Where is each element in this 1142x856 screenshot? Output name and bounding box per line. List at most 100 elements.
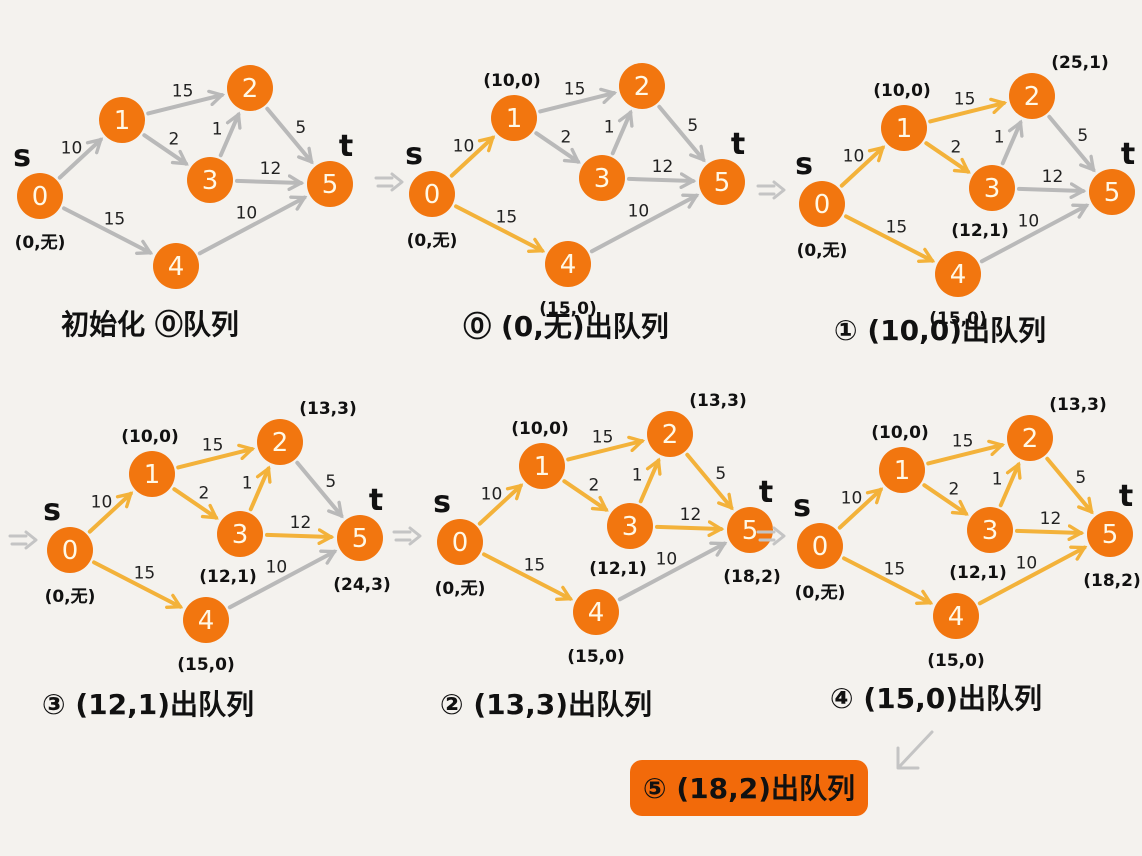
node-4: 4	[573, 589, 619, 635]
node-distance-label-2: (25,1)	[1051, 53, 1108, 73]
node-label: 3	[202, 166, 219, 196]
edge-1-2	[176, 443, 256, 470]
edge-0-4	[454, 204, 546, 254]
node-label: 1	[534, 452, 551, 482]
edge-weight-0-4: 15	[104, 210, 126, 230]
final-caption-box: ⑤ (18,2)出队列	[630, 760, 868, 816]
edge-4-5	[197, 195, 308, 256]
edge-3-2	[638, 457, 662, 504]
node-label: 4	[198, 606, 215, 636]
node-distance-label-4: (15,0)	[927, 651, 984, 671]
edge-3-2	[998, 461, 1022, 508]
edge-3-2	[610, 109, 634, 156]
transition-arrow-to-final	[896, 730, 934, 770]
edge-3-5	[234, 174, 305, 192]
node-0: 0	[17, 173, 63, 219]
node-distance-label-5: (18,2)	[723, 567, 780, 587]
edge-weight-2-5: 5	[1075, 468, 1086, 488]
node-0: 0	[409, 171, 455, 217]
edge-weight-4-5: 10	[1016, 554, 1038, 574]
node-label: 4	[948, 602, 965, 632]
node-label: 3	[982, 516, 999, 546]
node-label: 3	[622, 512, 639, 542]
panel-caption: ③ (12,1)出队列	[42, 688, 254, 721]
node-distance-label-2: (13,3)	[1049, 395, 1106, 415]
node-circle	[217, 511, 263, 557]
node-label: 5	[352, 524, 369, 554]
node-label: 5	[714, 168, 731, 198]
node-4: 4	[183, 597, 229, 643]
edge-0-1	[57, 137, 104, 180]
edge-weight-3-5: 12	[260, 159, 282, 179]
edge-4-5	[589, 193, 700, 254]
edge-weight-3-2: 1	[212, 119, 223, 139]
edge-weight-2-5: 5	[325, 472, 336, 492]
node-circle	[227, 65, 273, 111]
edge-weight-3-5: 12	[1042, 167, 1064, 187]
node-circle	[437, 519, 483, 565]
source-label: s	[405, 137, 423, 172]
node-circle	[881, 105, 927, 151]
node-distance-label-4: (15,0)	[567, 647, 624, 667]
source-label: s	[793, 489, 811, 524]
node-circle	[1007, 415, 1053, 461]
node-distance-label-2: (13,3)	[299, 399, 356, 419]
node-label: 4	[168, 252, 185, 282]
node-distance-label-4: (15,0)	[929, 309, 986, 329]
node-label: 4	[588, 598, 605, 628]
panel-caption: 初始化 ⓪队列	[61, 308, 239, 341]
node-label: 1	[114, 106, 131, 136]
edge-weight-0-1: 10	[841, 489, 863, 509]
node-circle	[967, 507, 1013, 553]
edge-3-2	[248, 465, 272, 512]
node-label: 5	[1104, 178, 1121, 208]
node-2: 2	[1009, 73, 1055, 119]
node-1: 1	[491, 95, 537, 141]
node-circle	[307, 161, 353, 207]
node-distance-label-4: (15,0)	[539, 299, 596, 319]
node-label: 2	[1024, 82, 1041, 112]
node-3: 3	[969, 165, 1015, 211]
edge-weight-1-2: 15	[592, 427, 614, 447]
node-5: 5	[1089, 169, 1135, 215]
node-0: 0	[797, 523, 843, 569]
node-distance-label-3: (12,1)	[951, 221, 1008, 241]
transition-arrow-2-3	[756, 180, 786, 200]
edge-weight-1-3: 2	[948, 479, 959, 499]
node-distance-label-2: (13,3)	[689, 391, 746, 411]
node-label: 4	[560, 250, 577, 280]
node-circle	[879, 447, 925, 493]
transition-arrow-3-4	[8, 530, 38, 550]
edge-weight-4-5: 10	[1018, 212, 1040, 232]
node-circle	[1087, 511, 1133, 557]
node-2: 2	[257, 419, 303, 465]
edge-weight-3-5: 12	[1040, 509, 1062, 529]
node-label: 2	[242, 74, 259, 104]
edge-weight-4-5: 10	[266, 558, 288, 578]
edge-3-5	[626, 172, 697, 190]
node-label: 1	[896, 114, 913, 144]
node-circle	[409, 171, 455, 217]
transition-arrow-1-2	[374, 172, 404, 192]
node-distance-label-0: (0,无)	[15, 233, 66, 253]
panel-caption: ② (13,3)出队列	[440, 688, 652, 721]
target-label: t	[339, 129, 353, 164]
node-1: 1	[881, 105, 927, 151]
edge-0-4	[844, 214, 936, 264]
node-distance-label-3: (12,1)	[199, 567, 256, 587]
edge-weight-4-5: 10	[236, 204, 258, 224]
node-distance-label-1: (10,0)	[121, 427, 178, 447]
edge-1-2	[146, 89, 226, 116]
node-circle	[579, 155, 625, 201]
node-label: 4	[950, 260, 967, 290]
edge-3-2	[1000, 119, 1024, 166]
edge-weight-3-2: 1	[604, 117, 615, 137]
node-circle	[47, 527, 93, 573]
node-circle	[797, 523, 843, 569]
node-label: 2	[1022, 424, 1039, 454]
node-distance-label-4: (15,0)	[177, 655, 234, 675]
panel-caption: ⓪ (0,无)出队列	[463, 310, 668, 343]
target-label: t	[731, 127, 745, 162]
edge-4-5	[979, 203, 1090, 264]
